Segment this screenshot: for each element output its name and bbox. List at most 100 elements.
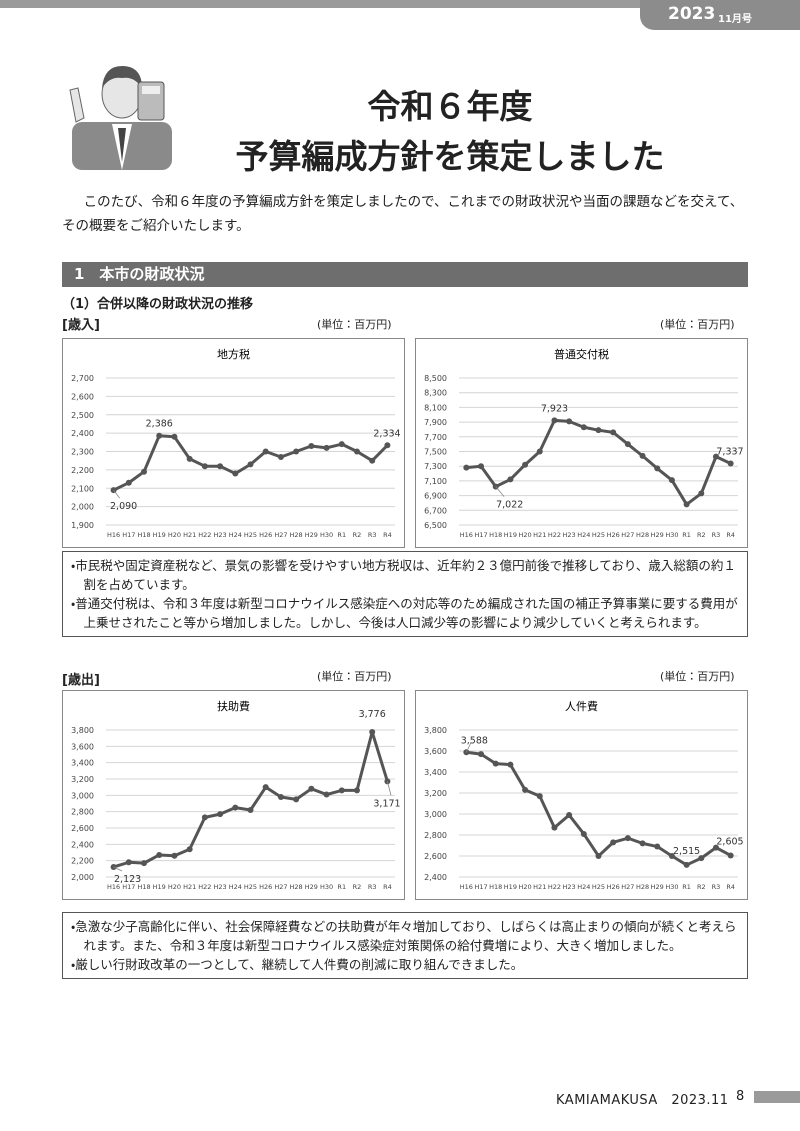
- data-point: [522, 786, 529, 793]
- data-point: [384, 442, 391, 449]
- y-tick-label: 2,400: [424, 873, 447, 882]
- x-tick-label: R1: [337, 531, 346, 539]
- x-tick-label: H20: [168, 531, 181, 539]
- x-tick-label: H29: [305, 531, 318, 539]
- x-tick-label: H18: [489, 531, 502, 539]
- x-tick-label: H27: [274, 883, 287, 891]
- data-point: [639, 452, 646, 459]
- x-tick-label: H20: [518, 883, 531, 891]
- leader-line: [113, 866, 123, 872]
- x-tick-label: H29: [651, 531, 664, 539]
- data-point: [293, 448, 300, 455]
- top-bar: [0, 0, 800, 8]
- data-point: [156, 851, 163, 858]
- data-point: [654, 843, 661, 850]
- leader-line: [495, 486, 505, 497]
- x-tick-label: R1: [337, 883, 346, 891]
- x-tick-label: H27: [274, 531, 287, 539]
- y-tick-label: 2,600: [424, 852, 447, 861]
- chart-frame: [415, 338, 748, 548]
- x-tick-label: H16: [107, 531, 120, 539]
- data-label: 2,090: [110, 501, 137, 512]
- x-tick-label: H17: [474, 531, 487, 539]
- data-point: [668, 477, 675, 484]
- data-point: [610, 839, 617, 846]
- x-tick-label: H30: [665, 883, 678, 891]
- y-tick-label: 3,000: [71, 791, 94, 800]
- data-label: 3,588: [461, 735, 488, 746]
- unit-label: (単位：百万円): [660, 318, 735, 331]
- x-tick-label: R2: [353, 883, 362, 891]
- y-tick-label: 7,700: [424, 433, 447, 442]
- x-tick-label: H26: [607, 531, 620, 539]
- data-point: [536, 448, 543, 455]
- x-tick-label: H19: [153, 883, 166, 891]
- y-tick-label: 3,200: [71, 775, 94, 784]
- data-point: [492, 760, 499, 767]
- y-tick-label: 3,600: [71, 742, 94, 751]
- x-tick-label: H27: [621, 531, 634, 539]
- chart-title: 人件費: [565, 699, 598, 713]
- note-box: ・急激な少子高齢化に伴い、社会保障経費などの扶助費が年々増加しており、しばらくは…: [62, 912, 748, 979]
- data-point: [668, 853, 675, 859]
- data-point: [125, 859, 132, 866]
- x-tick-label: H19: [504, 883, 517, 891]
- x-tick-label: H17: [122, 883, 135, 891]
- data-point: [171, 852, 178, 859]
- x-tick-label: R3: [368, 531, 377, 539]
- y-tick-label: 2,600: [71, 824, 94, 833]
- y-tick-label: 8,500: [424, 374, 447, 383]
- x-tick-label: H23: [213, 883, 226, 891]
- x-tick-label: H22: [548, 883, 561, 891]
- x-tick-label: H18: [137, 531, 150, 539]
- subsection-heading: （1）合併以降の財政状況の推移: [62, 297, 254, 312]
- note: ・市民税や固定資産税など、景気の影響を受けやすい地方税収は、近年約２３億円前後で…: [71, 558, 736, 592]
- y-tick-label: 3,400: [424, 768, 447, 777]
- chart: 扶助費 2,000 2,200 2,400 2,600 2,800 3,000 3,200 3,…: [62, 690, 405, 900]
- data-point: [293, 796, 300, 803]
- data-point: [566, 812, 573, 819]
- y-tick-label: 6,500: [424, 521, 447, 530]
- data-point: [698, 855, 705, 862]
- data-point: [507, 761, 514, 768]
- x-tick-label: H28: [636, 531, 649, 539]
- x-tick-label: H20: [168, 883, 181, 891]
- data-point: [308, 785, 315, 792]
- x-tick-label: H23: [213, 531, 226, 539]
- data-point: [654, 465, 661, 472]
- y-tick-label: 2,200: [71, 466, 94, 475]
- data-label: 2,515: [673, 846, 700, 857]
- data-point: [141, 860, 148, 867]
- data-point: [712, 844, 719, 851]
- data-point: [277, 793, 284, 800]
- chart-frame: [415, 690, 748, 900]
- page-number: 8: [736, 1089, 745, 1104]
- intro: このたび、令和６年度の予算編成方針を策定しましたので、これまでの財政状況や当面の…: [62, 194, 744, 234]
- data-point: [595, 853, 602, 859]
- data-point: [171, 433, 178, 440]
- data-point: [727, 852, 734, 859]
- data-point: [610, 429, 617, 436]
- y-tick-label: 7,100: [424, 477, 447, 486]
- note: ・厳しい行財政改革の一つとして、継続して人件費の削減に取り組んできました。: [71, 957, 524, 972]
- x-tick-label: H24: [577, 531, 590, 539]
- y-tick-label: 8,300: [424, 389, 447, 398]
- data-point: [217, 463, 224, 470]
- data-point: [201, 814, 208, 821]
- data-label: 2,334: [373, 428, 400, 439]
- footer-publication: KAMIAMAKUSA 2023.11: [556, 1093, 729, 1108]
- x-tick-label: H30: [320, 531, 333, 539]
- x-tick-label: H16: [460, 531, 473, 539]
- chart-title: 普通交付税: [554, 347, 609, 361]
- data-point: [232, 804, 239, 811]
- y-tick-label: 6,700: [424, 506, 447, 515]
- y-tick-label: 3,800: [424, 726, 447, 735]
- data-point: [463, 749, 470, 756]
- y-tick-label: 2,800: [71, 808, 94, 817]
- data-point: [277, 454, 284, 461]
- y-tick-label: 7,900: [424, 418, 447, 427]
- data-point: [338, 441, 345, 448]
- x-tick-label: H21: [183, 883, 196, 891]
- x-tick-label: H25: [244, 531, 257, 539]
- chart-title: 地方税: [217, 347, 250, 361]
